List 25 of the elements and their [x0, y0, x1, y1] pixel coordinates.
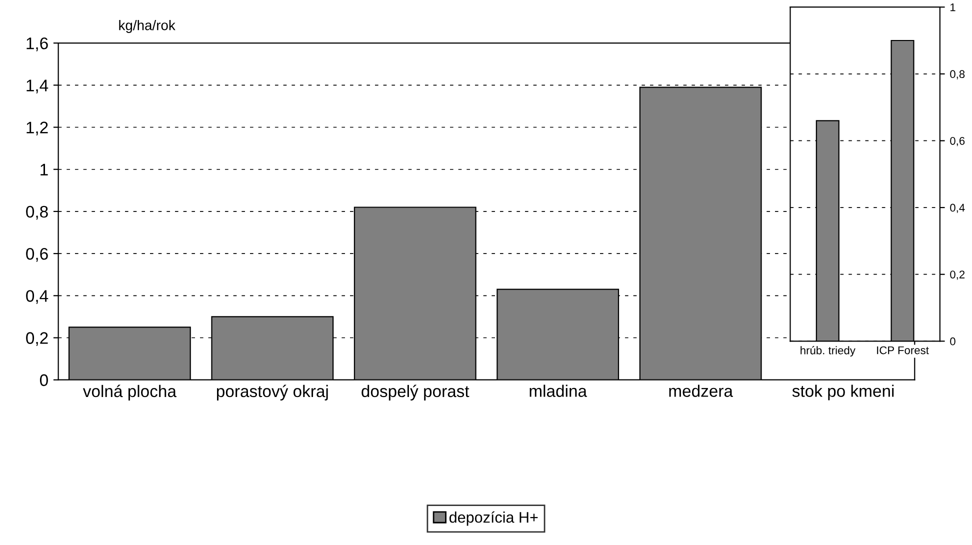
- x-tick-label: stok po kmeni: [792, 384, 894, 400]
- y-tick-label: 1,4: [26, 80, 48, 94]
- x-tick-label: porastový okraj: [216, 384, 328, 400]
- y-tick-label: 0: [40, 374, 48, 386]
- x-tick-label: ICP Forest: [877, 346, 929, 354]
- y2-tick-label: 1: [950, 3, 956, 12]
- y-tick-label: 0,4: [26, 290, 48, 304]
- y-axis-title: kg/ha/rok: [119, 20, 176, 33]
- y-tick-label: 0,8: [26, 206, 48, 220]
- x-tick-label: hrúb. triedy: [800, 346, 856, 357]
- y2-tick-label: 0: [950, 337, 956, 346]
- y-tick-label: 0,6: [26, 248, 48, 262]
- y2-tick-label: 0,4: [950, 204, 965, 213]
- y-tick-label: 1,6: [26, 37, 48, 52]
- x-tick-label: mladina: [530, 384, 588, 397]
- legend-label: depozícia H+: [449, 511, 538, 526]
- y-tick-label: 0,2: [26, 332, 48, 346]
- y-tick-label: 1,2: [26, 122, 48, 136]
- y-tick-label: 1: [40, 164, 48, 176]
- x-tick-label: medzera: [669, 384, 733, 397]
- x-tick-label: dospelý porast: [362, 384, 470, 400]
- y2-tick-label: 0,6: [950, 136, 965, 146]
- y2-tick-label: 0,2: [950, 270, 965, 280]
- y2-tick-label: 0,8: [950, 70, 965, 80]
- x-tick-label: volná plocha: [82, 384, 176, 400]
